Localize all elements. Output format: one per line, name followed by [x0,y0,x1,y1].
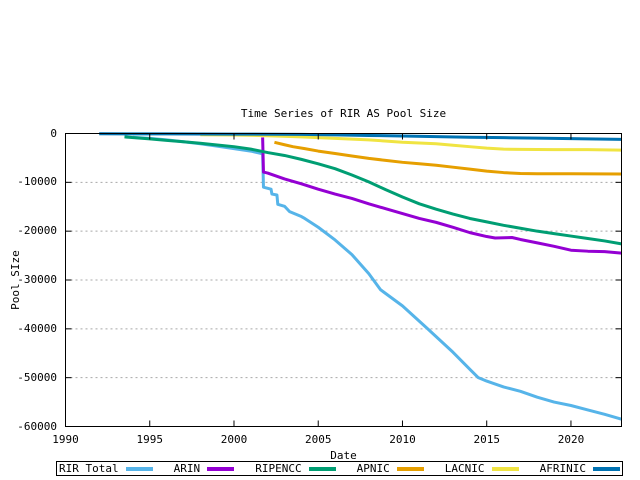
x-axis-label: Date [330,449,357,462]
series-ripencc [124,135,622,246]
series-lacnic [200,133,622,152]
x-tick-label: 2000 [220,433,248,446]
y-tick-label: -40000 [17,321,57,335]
y-tick-label: 0 [50,126,57,140]
series-afrinic [99,132,622,141]
plot-border [65,133,622,427]
legend-label: APNIC [356,462,390,475]
x-tick-label: 1995 [136,433,163,446]
legend-label: RIR Total [59,462,119,475]
chart-title: Time Series of RIR AS Pool Size [240,107,447,120]
legend-label: AFRINIC [539,462,586,475]
series-rir total [132,135,622,421]
legend-entry: AFRINIC [540,463,620,474]
legend-line-sample [396,466,424,471]
legend-line-sample [308,466,336,471]
y-tick-label: -20000 [17,224,57,238]
legend-label: ARIN [173,462,201,475]
y-tick-label: -30000 [17,273,57,286]
legend: RIR Total ARIN RIPENCC APNIC LACNIC AFRINIC [56,461,623,476]
legend-line-sample [491,466,519,471]
x-tick-label: 2020 [557,433,585,446]
x-tick-label: 2005 [304,433,332,446]
x-tick-label: 1990 [52,433,79,446]
legend-entry: RIPENCC [255,462,336,475]
legend-entry: APNIC [357,463,424,474]
legend-line-sample [592,466,620,471]
legend-entry: RIR Total [59,463,153,474]
legend-line-sample [207,466,235,471]
legend-entry: LACNIC [445,463,519,474]
legend-label: LACNIC [444,462,485,475]
y-tick-label: -60000 [17,419,57,433]
y-tick-label: -10000 [17,175,57,189]
series-apnic [274,140,622,176]
legend-line-sample [125,466,153,471]
y-tick-label: -50000 [17,370,57,384]
series-arin [261,137,622,255]
legend-entry: ARIN [174,463,235,474]
x-tick-label: 2015 [473,433,500,446]
x-tick-label: 2010 [389,433,416,446]
legend-label: RIPENCC [255,462,302,475]
